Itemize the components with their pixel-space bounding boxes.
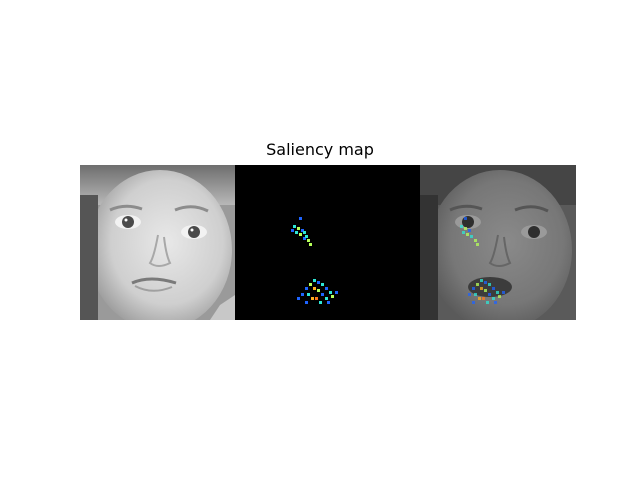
original-face-svg	[80, 165, 235, 320]
overlay-svg	[420, 165, 576, 320]
saliency-eye-cluster	[291, 217, 312, 246]
overlay-image	[420, 165, 576, 320]
saliency-map-image	[235, 165, 420, 320]
saliency-map-svg	[235, 165, 420, 320]
figure-title: Saliency map	[266, 140, 374, 159]
saliency-mouth-cluster	[297, 279, 338, 304]
original-face-image	[80, 165, 235, 320]
